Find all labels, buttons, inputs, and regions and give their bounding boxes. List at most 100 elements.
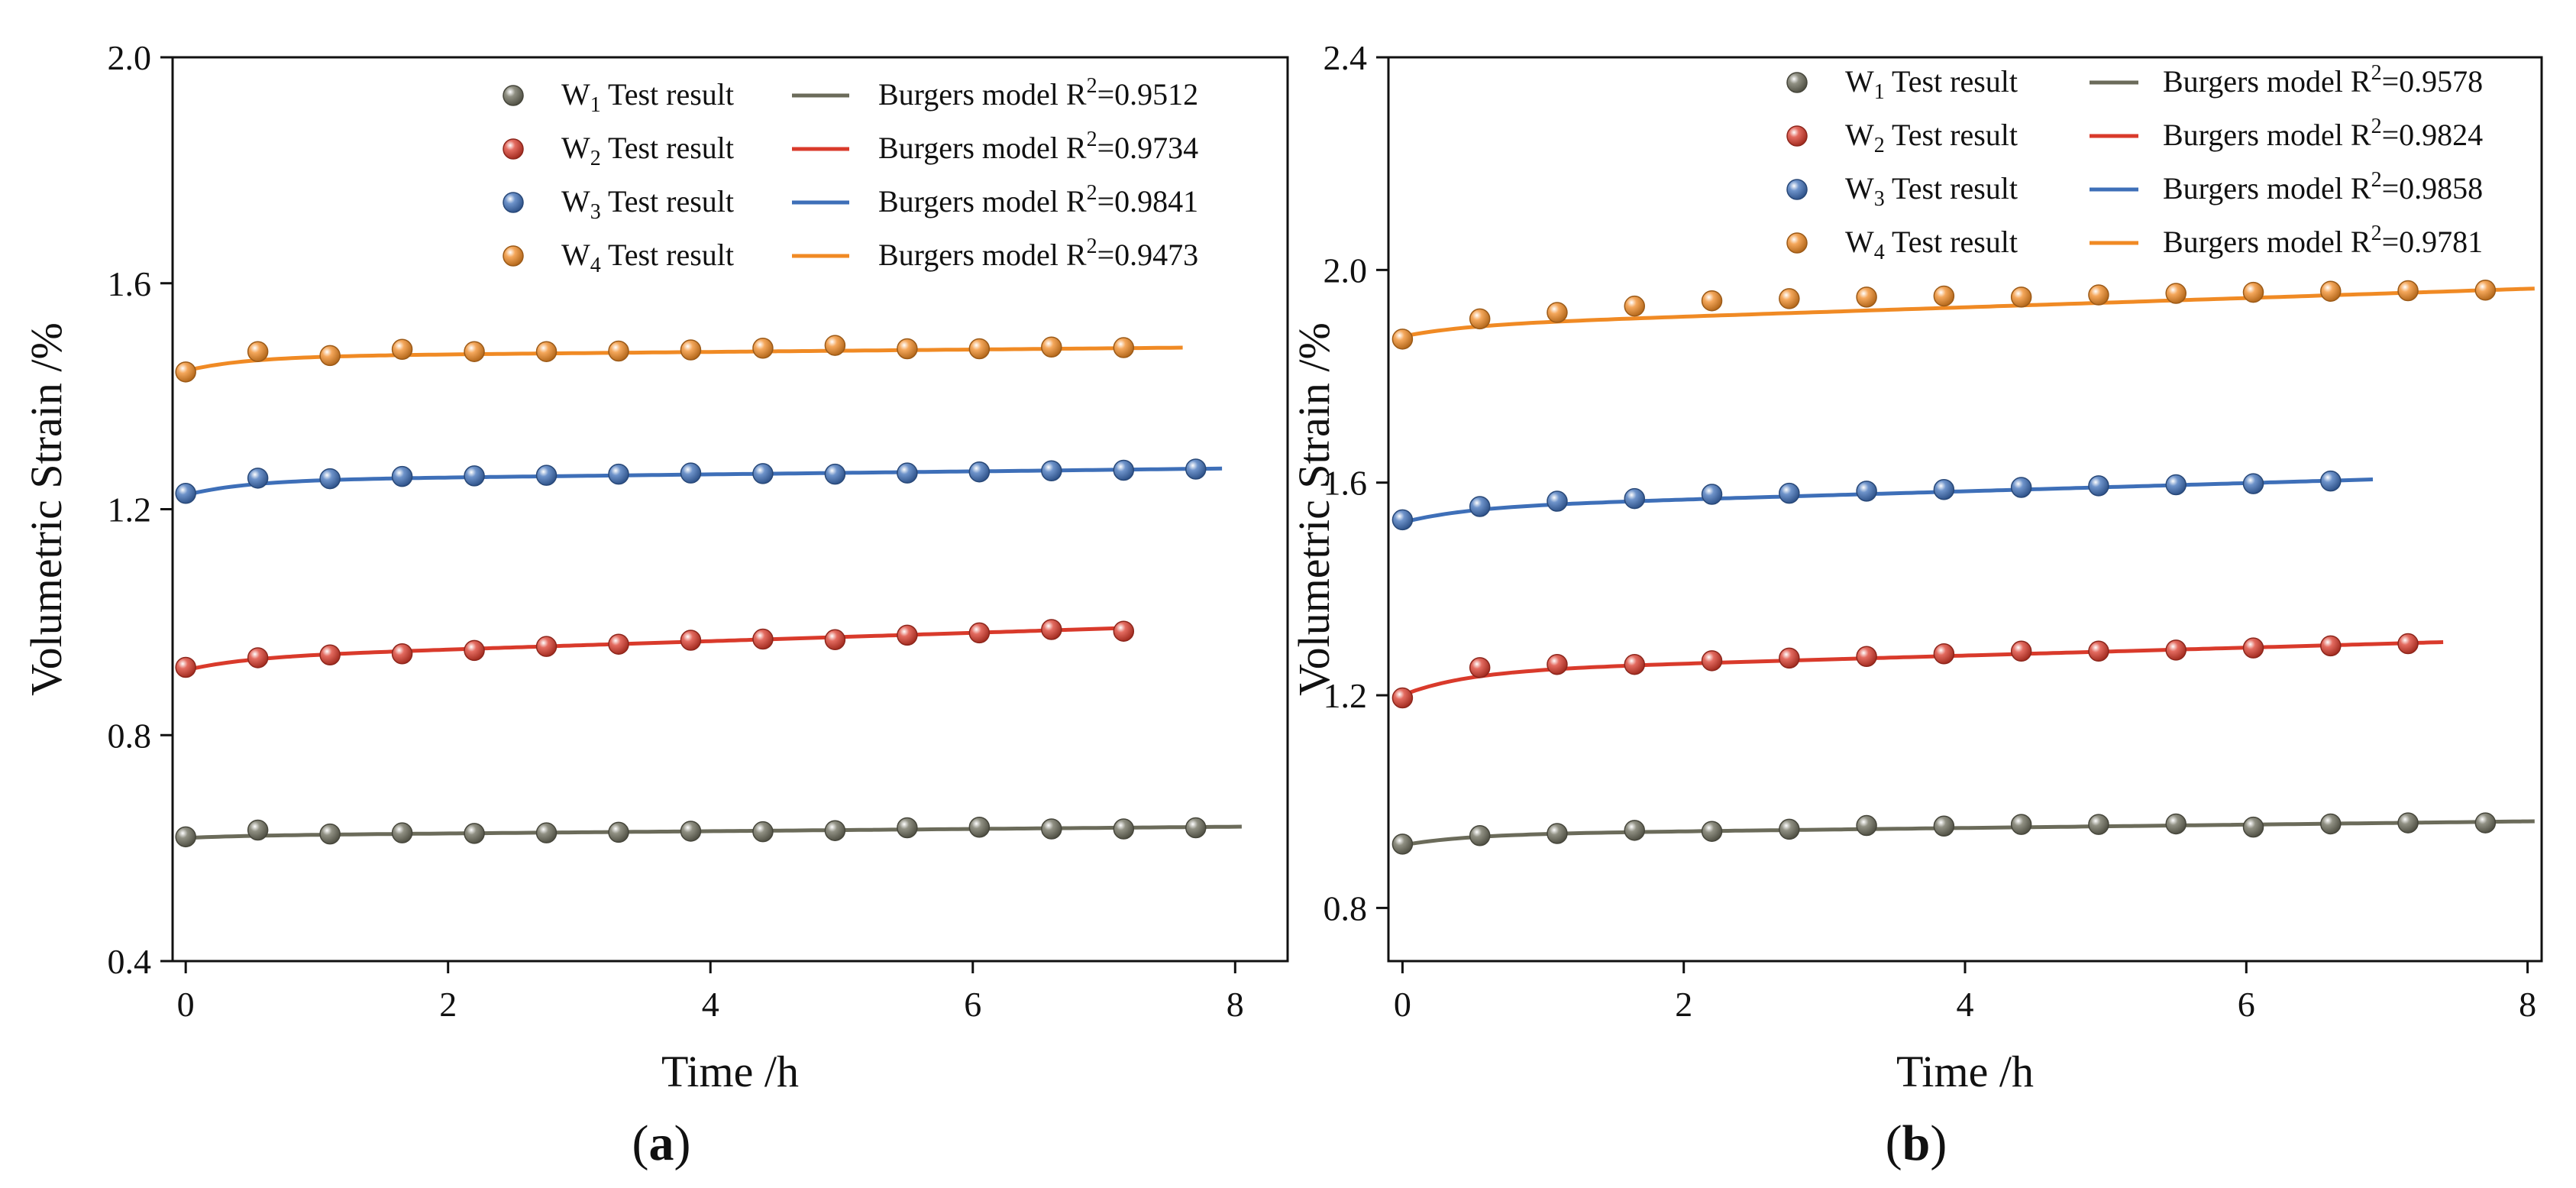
data-point-w3: [2320, 470, 2342, 492]
legend-model-label: Burgers model R2=0.9473: [878, 235, 1198, 272]
legend-model-label: Burgers model R2=0.9824: [2163, 115, 2483, 152]
legend-spacer: [2343, 64, 2351, 99]
series-w2: [1391, 633, 2444, 709]
panel-label: (b): [1886, 1115, 1947, 1171]
y-tick-label: 0.8: [108, 716, 152, 755]
data-point-w3: [1469, 496, 1491, 517]
series-w3: [175, 458, 1223, 504]
legend-series-subscript: 1: [590, 93, 601, 117]
series-w3: [1391, 470, 2374, 531]
data-point-w1: [247, 819, 269, 841]
legend-series-letter: W: [1845, 118, 1874, 152]
legend-point-text: Test result: [608, 184, 734, 219]
data-point-w4: [1391, 329, 1414, 350]
data-point-w4: [752, 338, 774, 359]
fit-line-w3: [185, 466, 1223, 497]
legend-point-label: W2 Test result: [561, 131, 734, 170]
data-point-w1: [175, 826, 196, 848]
data-point-w1: [2320, 813, 2342, 835]
data-point-w2: [1701, 650, 1723, 672]
legend-spacer: [1885, 64, 1892, 99]
x-axis-label: Time /h: [1896, 1047, 2034, 1096]
data-point-w4: [1856, 286, 1877, 308]
legend-series-subscript: 4: [590, 254, 601, 277]
data-point-w1: [1779, 818, 1800, 840]
data-point-w1: [752, 821, 774, 843]
data-point-w4: [1547, 302, 1568, 323]
series-w1: [1391, 812, 2535, 855]
legend-series-subscript: 2: [1874, 134, 1885, 157]
legend-model-label: Burgers model R2=0.9841: [878, 181, 1198, 219]
panel-label-letter: b: [1902, 1115, 1931, 1171]
data-point-w4: [391, 338, 413, 361]
legend-r2-superscript: 2: [1087, 235, 1097, 258]
legend-model-label: Burgers model R2=0.9512: [878, 74, 1198, 112]
data-point-w4: [2397, 280, 2419, 302]
data-point-w1: [2474, 812, 2497, 834]
legend-model-text: Burgers model: [878, 238, 1059, 272]
legend-r2-value: =0.9512: [1097, 77, 1199, 112]
data-point-w1: [897, 817, 918, 839]
legend-point-text: Test result: [1892, 64, 2018, 99]
legend-spacer: [601, 184, 608, 219]
data-point-w4: [897, 338, 918, 360]
legend-model-text: Burgers model: [2163, 118, 2343, 152]
data-point-w2: [1856, 646, 1877, 668]
series-w4: [175, 335, 1183, 383]
data-point-w2: [2320, 635, 2342, 657]
data-point-w1: [824, 820, 846, 841]
data-point-w2: [2010, 640, 2032, 662]
x-tick-label: 8: [1227, 985, 1244, 1024]
y-tick-label: 2.0: [108, 38, 152, 77]
data-point-w1: [2242, 816, 2264, 838]
legend-spacer: [601, 77, 608, 112]
y-tick-label: 1.2: [1324, 676, 1368, 715]
legend-model-text: Burgers model: [878, 131, 1059, 165]
data-point-w1: [2010, 814, 2032, 835]
panel-label-close: ): [1930, 1115, 1947, 1171]
legend-marker: [503, 138, 524, 160]
data-point-w4: [175, 361, 196, 383]
data-point-w2: [824, 629, 846, 651]
data-point-w2: [2242, 637, 2264, 659]
data-point-w3: [2242, 473, 2264, 494]
legend-marker: [1786, 72, 1808, 93]
data-point-w1: [1185, 817, 1207, 839]
legend-point-text: Test result: [1892, 171, 2018, 206]
data-point-w1: [2397, 812, 2419, 834]
data-point-w1: [1624, 820, 1646, 841]
data-point-w1: [1469, 825, 1491, 846]
data-point-w4: [535, 341, 558, 362]
y-tick-label: 2.0: [1324, 251, 1368, 290]
x-tick-label: 4: [702, 985, 719, 1024]
data-point-w1: [1933, 815, 1955, 837]
data-point-w3: [391, 465, 413, 487]
data-point-w4: [2165, 283, 2187, 304]
legend-spacer: [1885, 225, 1892, 259]
legend-series-letter: W: [561, 238, 590, 272]
x-tick-label: 2: [439, 985, 457, 1024]
series-w4: [1391, 280, 2535, 350]
legend-spacer: [2343, 118, 2351, 152]
legend-r2-superscript: 2: [2371, 61, 2382, 85]
y-tick-label: 2.4: [1324, 38, 1368, 77]
data-point-w3: [1547, 490, 1568, 512]
legend-model-text: Burgers model: [878, 184, 1059, 219]
x-tick-label: 6: [2238, 985, 2255, 1024]
data-point-w4: [824, 335, 846, 356]
data-point-w2: [2088, 640, 2109, 662]
legend-spacer: [1059, 77, 1066, 112]
legend-r2-prefix: R: [2351, 64, 2371, 99]
legend-r2-value: =0.9734: [1097, 131, 1199, 165]
data-point-w3: [897, 462, 918, 484]
legend-point-text: Test result: [1892, 118, 2018, 152]
legend-r2-value: =0.9841: [1097, 184, 1199, 219]
data-point-w1: [2088, 814, 2109, 835]
legend-point-label: W3 Test result: [1845, 171, 2018, 211]
legend-spacer: [2343, 225, 2351, 259]
data-point-w2: [752, 628, 774, 650]
fit-line-w2: [1401, 640, 2444, 698]
legend-r2-prefix: R: [2351, 171, 2371, 206]
legend-r2-superscript: 2: [2371, 222, 2382, 245]
